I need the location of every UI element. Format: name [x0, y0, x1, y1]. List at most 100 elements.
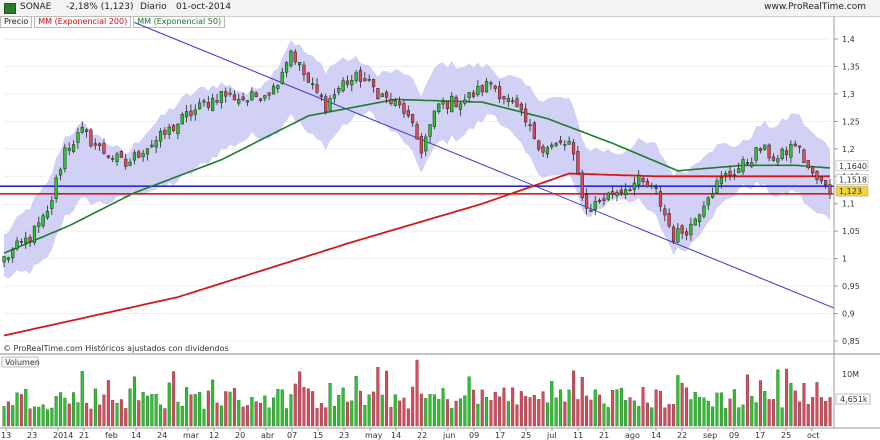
- candle-body: [737, 168, 741, 174]
- candle-body: [628, 189, 632, 192]
- volume-bar: [19, 394, 23, 427]
- volume-bar: [202, 408, 206, 427]
- legend-ema200[interactable]: MM (Exponencial 200): [34, 16, 132, 28]
- volume-bar: [450, 408, 454, 427]
- volume-bar: [641, 387, 645, 427]
- volume-bar: [132, 376, 136, 427]
- candle-body: [711, 193, 715, 198]
- volume-bar: [563, 401, 567, 427]
- candle-body: [371, 79, 376, 88]
- price-tick-label: 0,85: [842, 337, 860, 346]
- candle-body: [15, 240, 19, 249]
- candle-body: [202, 100, 206, 103]
- volume-bar: [576, 399, 580, 427]
- volume-bar: [789, 382, 793, 427]
- volume-bar: [119, 399, 123, 427]
- volume-bar: [193, 394, 197, 427]
- downtrend-line[interactable]: [134, 22, 835, 309]
- volume-bar: [732, 389, 736, 427]
- volume-bar: [532, 395, 536, 427]
- volume-bar: [363, 405, 367, 427]
- candle-body: [163, 129, 167, 135]
- date-tick-label: oct: [807, 431, 819, 440]
- candle-body: [184, 111, 189, 118]
- candle-body: [632, 182, 636, 190]
- candle-body: [619, 189, 623, 193]
- candle-body: [150, 144, 154, 147]
- candle-body: [697, 214, 702, 223]
- price-tick-label: 1,3: [842, 90, 855, 99]
- legend-price[interactable]: Precio: [0, 16, 33, 28]
- volume-bar: [589, 399, 593, 427]
- volume-bar: [550, 381, 554, 427]
- candle-body: [563, 144, 567, 146]
- candle-body: [58, 169, 63, 176]
- volume-bar: [593, 389, 597, 427]
- candle-body: [324, 96, 328, 112]
- candle-body: [237, 98, 241, 104]
- candle-body: [24, 237, 28, 244]
- volume-bar: [567, 389, 571, 427]
- candle-body: [763, 144, 767, 150]
- candle-body: [54, 177, 58, 199]
- site-label[interactable]: www.ProRealTime.com: [764, 2, 866, 12]
- volume-bar: [319, 403, 323, 427]
- volume-tick-10m: 10M: [842, 370, 859, 379]
- trendline[interactable]: [134, 22, 835, 309]
- volume-bar: [176, 401, 180, 427]
- candle-body: [480, 85, 484, 93]
- candle-body: [450, 95, 454, 113]
- candle-body: [98, 143, 102, 146]
- legend-ema50[interactable]: MM (Exponencial 50): [133, 16, 226, 28]
- volume-bar: [272, 397, 276, 427]
- ema200-path: [3, 172, 830, 337]
- candle-body: [684, 231, 689, 236]
- candle-body: [158, 131, 163, 142]
- candle-body: [558, 140, 563, 143]
- volume-bar: [785, 368, 789, 427]
- candle-body: [258, 98, 263, 101]
- candle-body: [567, 140, 571, 145]
- candle-body: [76, 132, 80, 143]
- volume-bar: [185, 387, 189, 427]
- candle-body: [467, 92, 471, 98]
- volume-bar: [615, 389, 619, 427]
- symbol-name: SONAE: [20, 2, 52, 12]
- volume-bar: [780, 407, 784, 427]
- candle-body: [45, 211, 50, 219]
- candle-body: [198, 102, 202, 110]
- date-tick-label: 21: [599, 431, 609, 440]
- candle-body: [463, 99, 467, 104]
- candle-body: [571, 142, 576, 155]
- candle-body: [819, 176, 823, 182]
- candle-body: [641, 177, 645, 183]
- volume-bar: [111, 400, 115, 427]
- volume-bar: [793, 390, 797, 427]
- volume-bar: [676, 375, 680, 427]
- candle-body: [363, 78, 367, 82]
- chart-type-icon[interactable]: [4, 3, 16, 14]
- volume-bar: [415, 359, 419, 427]
- candle-body: [806, 159, 810, 168]
- candle-body: [502, 96, 506, 100]
- volume-bar: [32, 406, 36, 427]
- volume-bars: [2, 359, 832, 427]
- candle-body: [50, 200, 54, 209]
- candles: [2, 49, 832, 268]
- volume-bar: [511, 387, 515, 427]
- date-tick-label: 25: [521, 431, 531, 440]
- volume-bar: [250, 397, 254, 427]
- candle-body: [780, 148, 784, 160]
- candle-body: [93, 143, 97, 146]
- price-tick-label: 1,2: [842, 145, 855, 154]
- date-axis[interactable]: 13 23 2014 21 feb 14 24 mar 12 20 abr 07 15 23 may 14 22…: [1, 428, 819, 440]
- volume-bar: [454, 400, 458, 427]
- candle-body: [89, 129, 93, 147]
- volume-bar: [767, 399, 771, 427]
- bollinger-band: [4, 40, 830, 279]
- candle-body: [654, 187, 658, 189]
- volume-bar: [402, 397, 406, 427]
- support-lines[interactable]: [0, 185, 834, 195]
- volume-bar: [302, 387, 306, 427]
